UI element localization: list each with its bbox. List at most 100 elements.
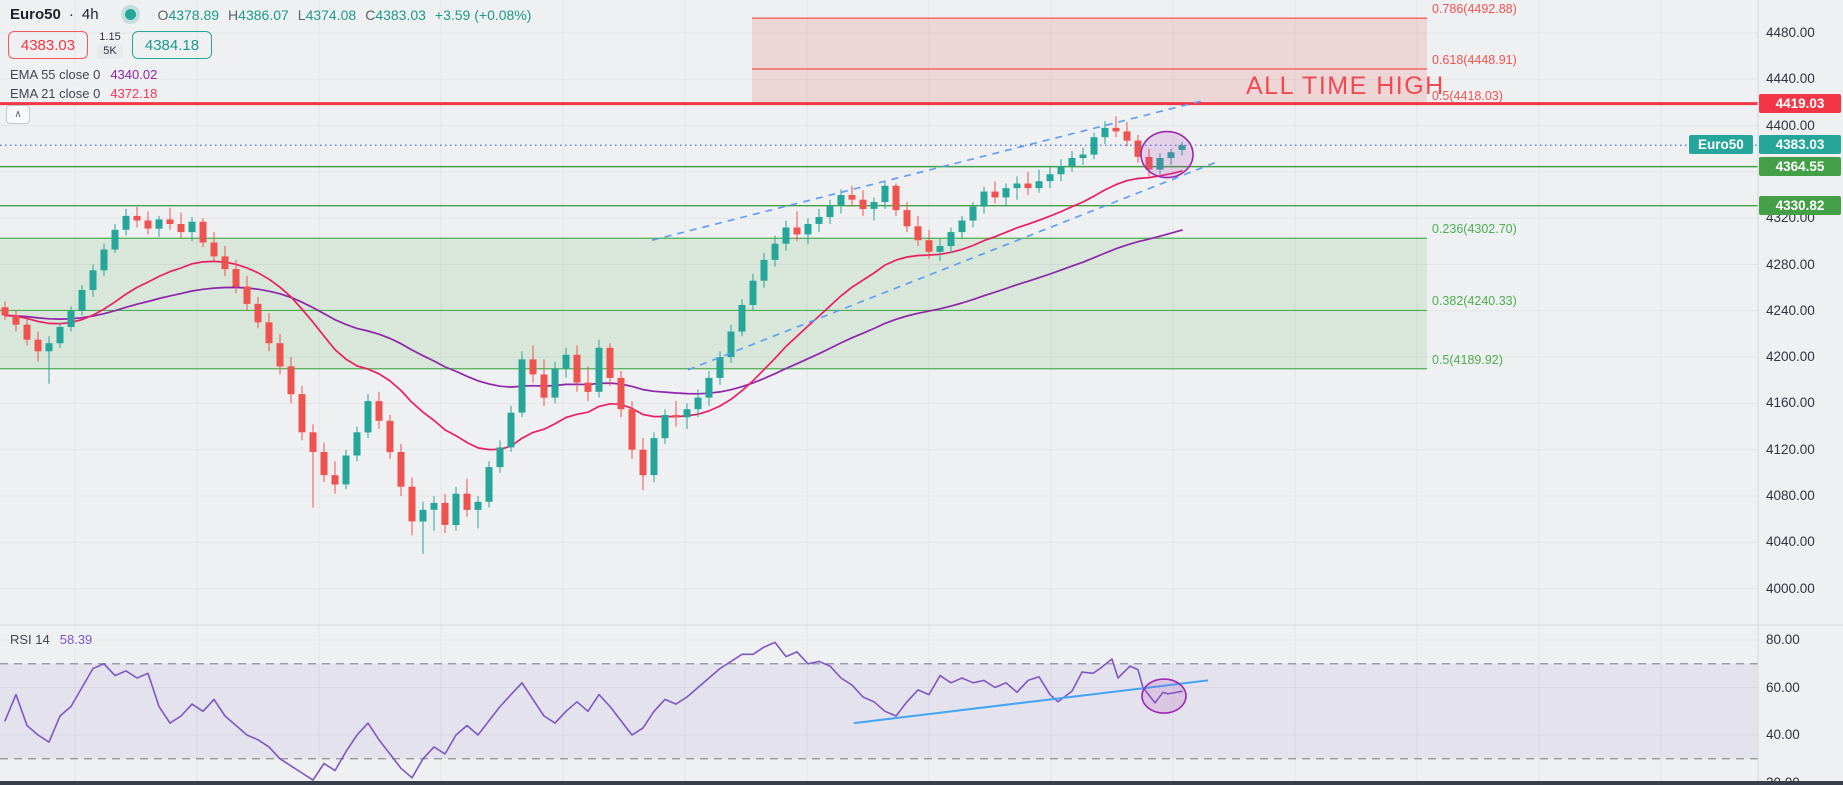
- price-ellipse-annotation[interactable]: [1140, 130, 1194, 179]
- candle-body: [232, 269, 240, 287]
- high-value: 4386.07: [238, 6, 289, 23]
- open-value: 4378.89: [168, 6, 220, 23]
- candle-body: [518, 359, 526, 413]
- candle-body: [584, 382, 592, 392]
- candle-body: [1002, 188, 1010, 198]
- candles-layer[interactable]: [1, 116, 1186, 554]
- candle-body: [34, 339, 42, 352]
- price-axis-tick: 4040.00: [1766, 534, 1815, 550]
- candle-body: [375, 401, 383, 421]
- candle-body: [78, 290, 86, 311]
- candle-body: [980, 191, 988, 207]
- candle-body: [419, 509, 427, 522]
- ema55-line[interactable]: [4, 229, 1183, 395]
- fib-label-red[interactable]: 0.618(4448.91): [1432, 52, 1517, 67]
- chevron-up-icon: ∧: [14, 108, 22, 120]
- lot-size-badge[interactable]: 5K: [97, 43, 123, 59]
- fib-label-green[interactable]: 0.236(4302.70): [1432, 222, 1517, 237]
- quote-panel: 4383.03 1.15 5K 4384.18: [8, 31, 212, 59]
- candle-body: [837, 195, 845, 206]
- buy-button[interactable]: 4384.18: [132, 31, 212, 59]
- candle-body: [166, 219, 174, 224]
- candle-body: [1, 307, 9, 316]
- price-axis-tick: 4240.00: [1766, 302, 1815, 318]
- candle-body: [782, 227, 790, 244]
- candle-body: [309, 432, 317, 452]
- price-axis-tick: 4160.00: [1766, 395, 1815, 411]
- candle-body: [496, 447, 504, 468]
- candle-body: [133, 215, 141, 221]
- spread-widget: 1.15 5K: [94, 31, 126, 59]
- symbol-price-tag: Euro50: [1689, 135, 1753, 155]
- symbol-legend[interactable]: Euro50 · 4h O4378.89 H4386.07 L4374.08 C…: [10, 6, 531, 23]
- candle-body: [331, 475, 339, 485]
- candle-body: [606, 347, 614, 378]
- ema21-value: 4372.18: [110, 86, 158, 101]
- rsi-line[interactable]: [4, 641, 1183, 781]
- fib-label-red[interactable]: 0.786(4492.88): [1432, 2, 1517, 17]
- candle-body: [881, 185, 889, 202]
- candle-body: [1024, 183, 1032, 189]
- candle-body: [485, 467, 493, 502]
- fib-zone-green[interactable]: [0, 238, 1427, 369]
- rsi-axis-tick: 80.00: [1766, 632, 1800, 647]
- candle-body: [925, 240, 933, 252]
- candle-body: [804, 224, 812, 235]
- candle-body: [67, 310, 75, 327]
- ema21-legend[interactable]: EMA 21 close 0 4372.18: [10, 85, 162, 102]
- candle-body: [1057, 166, 1065, 175]
- trendline-dashed[interactable]: [687, 161, 1216, 371]
- candle-body: [969, 206, 977, 221]
- rsi-axis-tick: 20.00: [1766, 774, 1800, 785]
- candle-body: [936, 246, 944, 252]
- candle-body: [1079, 154, 1087, 158]
- sell-button[interactable]: 4383.03: [8, 31, 88, 59]
- candle-body: [276, 343, 284, 367]
- price-axis-badge: 4364.55: [1759, 156, 1841, 176]
- candle-body: [848, 195, 856, 200]
- price-axis-badge: 4419.03: [1759, 93, 1841, 113]
- candle-body: [628, 409, 636, 450]
- candle-body: [1112, 127, 1120, 132]
- candle-body: [1046, 174, 1054, 182]
- candle-body: [551, 368, 559, 398]
- fib-zone-red[interactable]: [752, 18, 1427, 105]
- rsi-legend[interactable]: RSI 14 58.39: [10, 631, 97, 648]
- timeline-strip[interactable]: [0, 781, 1843, 785]
- candle-body: [221, 256, 229, 270]
- candle-body: [254, 303, 262, 323]
- change-value: +3.59 (+0.08%): [434, 6, 532, 23]
- candle-body: [595, 347, 603, 392]
- rsi-ellipse-annotation[interactable]: [1141, 678, 1187, 714]
- ema55-legend[interactable]: EMA 55 close 0 4340.02: [10, 66, 162, 83]
- candle-body: [540, 374, 548, 398]
- rsi-trendline[interactable]: [853, 679, 1209, 725]
- candle-body: [23, 324, 31, 340]
- candle-body: [155, 219, 163, 229]
- candle-body: [265, 322, 273, 344]
- rsi-label: RSI 14: [10, 632, 50, 647]
- candle-body: [474, 501, 482, 510]
- rsi-axis-tick: 60.00: [1766, 679, 1800, 695]
- fib-label-green[interactable]: 0.5(4189.92): [1432, 352, 1503, 367]
- candle-body: [100, 249, 108, 271]
- legend-separator: ·: [68, 6, 74, 23]
- fib-label-red[interactable]: 0.5(4418.03): [1432, 88, 1503, 103]
- all-time-high-text[interactable]: ALL TIME HIGH: [1246, 72, 1445, 100]
- candle-body: [947, 232, 955, 246]
- candle-body: [287, 366, 295, 395]
- candle-body: [738, 305, 746, 332]
- pane-collapse-button[interactable]: ∧: [6, 105, 30, 124]
- symbol-name: Euro50: [10, 6, 61, 23]
- fib-label-green[interactable]: 0.382(4240.33): [1432, 294, 1517, 309]
- price-axis-tick: 4000.00: [1766, 580, 1815, 596]
- low-value: 4374.08: [305, 6, 357, 23]
- ema21-line[interactable]: [4, 170, 1183, 451]
- candle-body: [177, 224, 185, 233]
- ema55-label: EMA 55 close 0: [10, 67, 101, 82]
- candle-body: [683, 409, 691, 418]
- trendline-dashed[interactable]: [651, 99, 1206, 241]
